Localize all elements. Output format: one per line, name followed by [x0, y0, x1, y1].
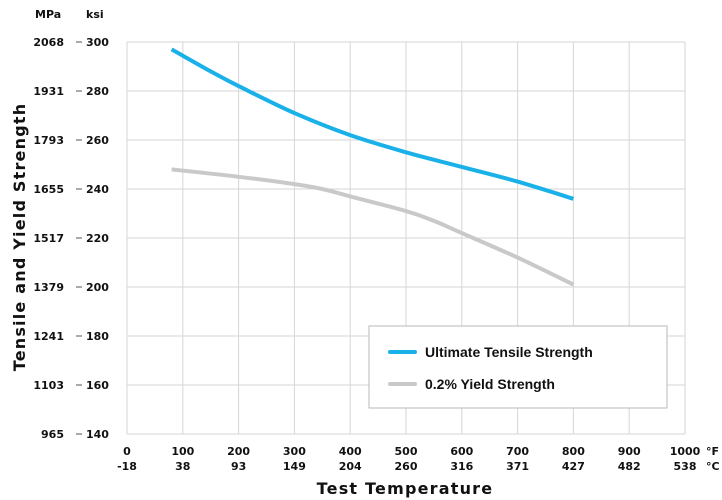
y-unit-mpa: MPa [35, 8, 61, 21]
x-tick-fahrenheit: 200 [227, 445, 250, 458]
y-tick-mpa: 2068 [33, 36, 64, 49]
x-unit-celsius: °C [706, 460, 720, 473]
series-lines [170, 47, 575, 287]
x-tick-fahrenheit: 100 [171, 445, 194, 458]
axis-ticks: 300 2068 280 1931 260 1793 240 1655 220 1517 200 13… [33, 36, 700, 473]
y-tick-mpa: 1379 [33, 281, 64, 294]
series-line-ultimate-tensile [170, 47, 574, 201]
x-axis-title: Test Temperature [317, 479, 494, 498]
x-tick-fahrenheit: 600 [450, 445, 473, 458]
y-tick-ksi: 260 [86, 134, 109, 147]
y-tick-mpa: 1793 [33, 134, 64, 147]
x-tick-celsius: 371 [506, 460, 529, 473]
gridlines [126, 41, 686, 435]
y-tick-ksi: 140 [86, 428, 109, 441]
y-tick-ksi: 280 [86, 85, 109, 98]
x-tick-fahrenheit: 700 [506, 445, 529, 458]
y-tick-ksi: 200 [86, 281, 109, 294]
x-tick-fahrenheit: 900 [618, 445, 641, 458]
y-tick-ksi: 160 [86, 379, 109, 392]
x-tick-celsius: 427 [562, 460, 585, 473]
x-tick-celsius: 93 [231, 460, 246, 473]
x-tick-fahrenheit: 800 [562, 445, 585, 458]
y-tick-mpa: 1931 [33, 85, 64, 98]
y-tick-mpa: 1655 [33, 183, 64, 196]
x-tick-celsius: 316 [450, 460, 473, 473]
y-axis-title: Tensile and Yield Strength [10, 103, 29, 372]
y-tick-ksi: 300 [86, 36, 109, 49]
x-tick-fahrenheit: 300 [283, 445, 306, 458]
legend-label-yield: 0.2% Yield Strength [425, 376, 555, 392]
y-tick-mpa: 1241 [33, 330, 64, 343]
x-tick-celsius: 482 [618, 460, 641, 473]
x-tick-celsius: -18 [117, 460, 137, 473]
y-tick-ksi: 240 [86, 183, 109, 196]
y-unit-ksi: ksi [86, 8, 104, 21]
legend: Ultimate Tensile Strength 0.2% Yield Str… [368, 325, 668, 409]
y-tick-mpa: 1517 [33, 232, 64, 245]
x-tick-fahrenheit: 400 [339, 445, 362, 458]
x-tick-celsius: 204 [339, 460, 362, 473]
x-tick-celsius: 38 [175, 460, 190, 473]
x-unit-fahrenheit: °F [706, 445, 719, 458]
x-tick-celsius: 538 [674, 460, 697, 473]
x-tick-fahrenheit: 500 [395, 445, 418, 458]
legend-label-ultimate-tensile: Ultimate Tensile Strength [425, 344, 593, 360]
y-tick-ksi: 180 [86, 330, 109, 343]
y-tick-ksi: 220 [86, 232, 109, 245]
y-tick-mpa: 1103 [33, 379, 64, 392]
series-line-yield [171, 167, 575, 287]
legend-box [368, 325, 668, 409]
x-tick-fahrenheit: 1000 [670, 445, 701, 458]
x-tick-fahrenheit: 0 [123, 445, 131, 458]
y-tick-mpa: 965 [41, 428, 64, 441]
x-tick-celsius: 149 [283, 460, 306, 473]
x-tick-celsius: 260 [395, 460, 418, 473]
